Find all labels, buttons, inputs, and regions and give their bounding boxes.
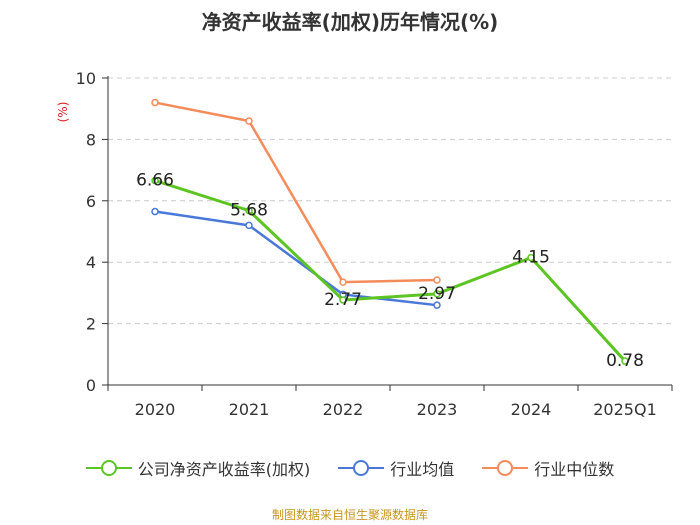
x-tick-label: 2024 (511, 400, 552, 419)
data-point-industry_median (339, 278, 347, 286)
data-label: 0.78 (606, 351, 644, 371)
legend-line-marker-icon (482, 460, 529, 476)
legend-line-marker-icon (338, 460, 385, 476)
legend-item-company[interactable]: 公司净资产收益率(加权) (85, 456, 311, 480)
legend-item-industry-median[interactable]: 行业中位数 (482, 456, 614, 480)
legend: 公司净资产收益率(加权) 行业均值 行业中位数 (0, 456, 700, 480)
data-point-industry_avg (433, 301, 441, 309)
y-tick-label: 6 (86, 192, 96, 211)
x-tick-label: 2022 (323, 400, 364, 419)
series-line-industry_median (154, 101, 438, 284)
x-tick-label: 2023 (417, 400, 458, 419)
data-point-industry_median (151, 98, 159, 107)
data-point-industry_median (245, 117, 253, 125)
y-tick-label: 8 (86, 130, 96, 149)
series-line-company (154, 179, 627, 363)
x-tick-label: 2020 (135, 400, 176, 419)
x-tick-label: 2021 (229, 400, 270, 419)
data-point-company (433, 290, 441, 298)
data-point-company (245, 206, 253, 215)
x-tick-label: 2025Q1 (593, 400, 657, 419)
data-label: 2.97 (418, 284, 456, 304)
data-point-company (621, 357, 629, 365)
y-tick-label: 4 (86, 253, 96, 272)
legend-line-marker-icon (85, 460, 132, 476)
legend-label-industry-avg: 行业均值 (390, 460, 455, 479)
series-line-industry_avg (154, 210, 438, 307)
data-source-note: 制图数据来自恒生聚源数据库 (271, 508, 428, 522)
chart-title: 净资产收益率(加权)历年情况(%) (201, 10, 499, 34)
y-tick-label: 2 (86, 315, 96, 334)
data-label: 4.15 (512, 248, 550, 268)
legend-label-industry-median: 行业中位数 (534, 460, 615, 479)
data-label: 6.66 (136, 171, 174, 191)
data-point-industry_avg (245, 221, 253, 230)
y-axis-unit-label: (%) (56, 101, 70, 123)
data-point-company (339, 296, 347, 304)
legend-label-company: 公司净资产收益率(加权) (137, 460, 311, 479)
data-point-company (527, 253, 535, 262)
data-point-company (151, 176, 159, 185)
legend-item-industry-avg[interactable]: 行业均值 (338, 456, 454, 480)
data-label: 2.77 (324, 290, 362, 310)
data-label: 5.68 (230, 201, 268, 221)
data-point-industry_avg (151, 207, 159, 216)
y-tick-label: 0 (86, 376, 96, 395)
y-tick-label: 10 (76, 69, 96, 88)
data-point-industry_median (433, 276, 441, 284)
